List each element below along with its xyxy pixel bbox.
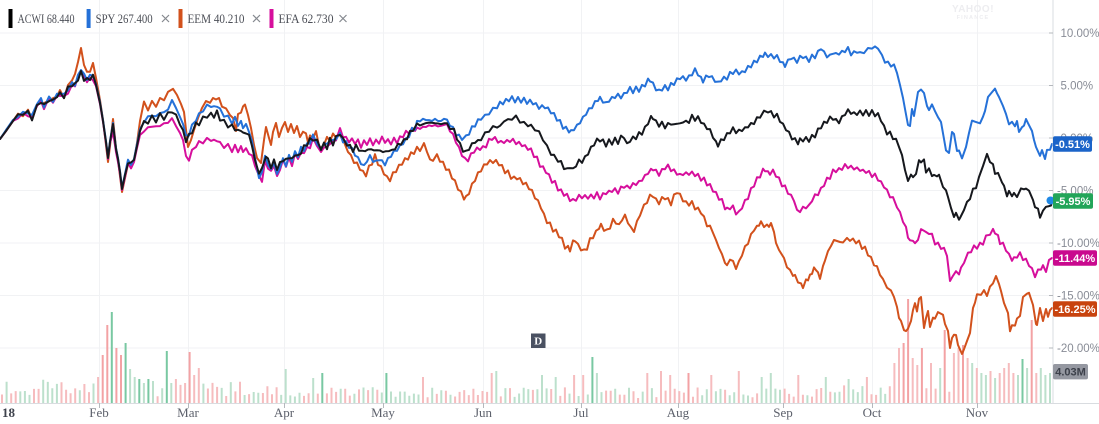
svg-text:-5.95%: -5.95% (1056, 196, 1091, 208)
svg-text:-11.44%: -11.44% (1055, 253, 1096, 265)
svg-text:-15.00%: -15.00% (1057, 291, 1099, 303)
svg-text:5.00%: 5.00% (1061, 81, 1094, 93)
svg-text:Jun: Jun (474, 405, 493, 420)
svg-text:SPY 267.400: SPY 267.400 (96, 11, 153, 26)
svg-text:Jul: Jul (573, 405, 589, 420)
svg-text:EFA 62.730: EFA 62.730 (279, 11, 334, 26)
svg-text:-0.51%: -0.51% (1055, 139, 1090, 151)
svg-text:10.00%: 10.00% (1061, 28, 1099, 40)
svg-text:Aug: Aug (667, 405, 690, 420)
svg-text:Nov: Nov (966, 405, 989, 420)
svg-text:-16.25%: -16.25% (1055, 304, 1096, 316)
svg-text:ACWI 68.440: ACWI 68.440 (18, 11, 75, 26)
svg-text:May: May (371, 405, 395, 420)
svg-text:Sep: Sep (773, 405, 793, 420)
svg-text:Feb: Feb (89, 405, 109, 420)
svg-text:18: 18 (2, 405, 16, 420)
svg-text:EEM 40.210: EEM 40.210 (188, 11, 245, 26)
svg-text:Oct: Oct (863, 405, 882, 420)
svg-text:FINANCE: FINANCE (957, 15, 990, 21)
svg-text:Mar: Mar (177, 405, 199, 420)
svg-text:D: D (534, 336, 542, 348)
svg-text:-10.00%: -10.00% (1057, 238, 1099, 250)
svg-text:YAHOO!: YAHOO! (952, 4, 994, 15)
svg-text:-20.00%: -20.00% (1057, 343, 1099, 355)
svg-text:4.03M: 4.03M (1055, 367, 1086, 379)
svg-text:Apr: Apr (274, 405, 295, 420)
